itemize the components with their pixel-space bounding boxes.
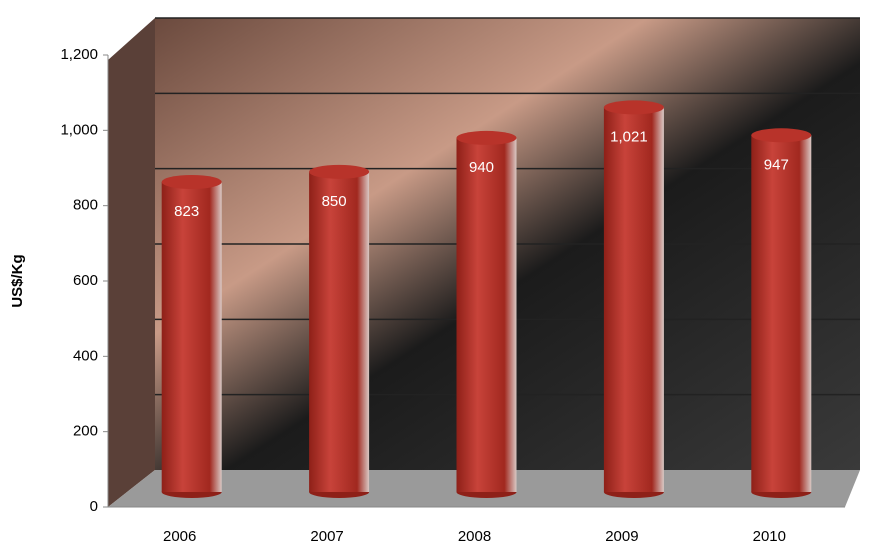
y-tick-label: 0 bbox=[90, 498, 98, 515]
bar-part bbox=[162, 175, 222, 189]
bar-part bbox=[309, 165, 369, 179]
bar bbox=[604, 100, 664, 498]
y-axis-title: US$/Kg bbox=[9, 254, 26, 307]
bar-part bbox=[751, 135, 811, 492]
bar bbox=[162, 175, 222, 498]
y-tick-label: 600 bbox=[73, 272, 98, 289]
x-tick-label: 2009 bbox=[605, 528, 638, 545]
bar bbox=[751, 128, 811, 498]
x-tick-label: 2007 bbox=[310, 528, 343, 545]
bar-part bbox=[457, 138, 517, 492]
bar-part bbox=[751, 128, 811, 142]
bar-part bbox=[309, 172, 369, 492]
bar-part bbox=[162, 182, 222, 492]
y-tick-label: 1,000 bbox=[60, 121, 98, 138]
bar-part bbox=[457, 131, 517, 145]
bar-part bbox=[604, 107, 664, 492]
data-label: 940 bbox=[469, 159, 494, 176]
y-tick-label: 200 bbox=[73, 423, 98, 440]
data-label: 1,021 bbox=[610, 128, 648, 145]
x-tick-label: 2010 bbox=[753, 528, 786, 545]
bar bbox=[309, 165, 369, 498]
x-tick-label: 2006 bbox=[163, 528, 196, 545]
data-label: 823 bbox=[174, 203, 199, 220]
data-label: 850 bbox=[322, 193, 347, 210]
y-tick-label: 400 bbox=[73, 347, 98, 364]
bar bbox=[457, 131, 517, 498]
data-label: 947 bbox=[764, 156, 789, 173]
bar-part bbox=[604, 100, 664, 114]
chart: US$/Kg 0 200 400 600 800 1,000 1,200 2006 823 200… bbox=[0, 0, 881, 547]
x-tick-label: 2008 bbox=[458, 528, 491, 545]
y-tick-label: 800 bbox=[73, 197, 98, 214]
y-tick-label: 1,200 bbox=[60, 46, 98, 63]
side-wall bbox=[108, 18, 155, 507]
